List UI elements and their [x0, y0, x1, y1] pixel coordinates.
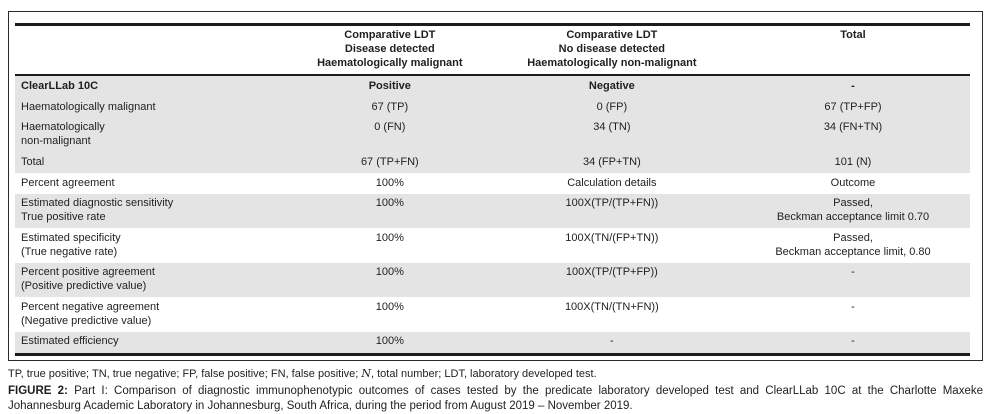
row-label-cell: Haematologically malignant	[21, 100, 156, 113]
table-row-percent-positive-agreement: Percent positive agreement (Positive pre…	[15, 262, 970, 298]
header-row: Comparative LDT Disease detected Haemato…	[15, 24, 970, 77]
positive-cell: 0 (FN)	[374, 121, 406, 134]
outcome-cell: -	[851, 300, 855, 313]
outcome-cell: Passed, Beckman acceptance limit, 0.80	[775, 231, 931, 258]
table-header: Comparative LDT Disease detected Haemato…	[15, 24, 970, 77]
column-header-comparative-ldt-no-disease-detected: Comparative LDT No disease detected Haem…	[487, 24, 736, 77]
diagnostic-outcomes-table: Comparative LDT Disease detected Haemato…	[15, 23, 970, 356]
outcome-cell: -	[851, 335, 855, 348]
row-label-cell: Percent negative agreement (Negative pre…	[21, 300, 160, 327]
row-label-cell: Total	[21, 155, 45, 168]
negative-cell: 34 (TN)	[593, 121, 631, 134]
column-header-comparative-ldt-disease-detected: Comparative LDT Disease detected Haemato…	[291, 24, 488, 77]
table-row-haematologically-non-malignant: Haematologically non-malignant 0 (FN) 34…	[15, 117, 970, 153]
footnote-text-after-n: , total number; LDT, laboratory develope…	[371, 367, 597, 380]
column-header-total: Total	[736, 24, 970, 77]
percent-cell: 100%	[375, 335, 404, 348]
outcome-cell: -	[851, 266, 855, 279]
row-label-cell: Percent positive agreement (Positive pre…	[21, 266, 155, 292]
total-cell: 67 (TP+FP)	[824, 100, 882, 113]
footnote-n-symbol: N	[361, 366, 372, 380]
row-label-cell: Estimated efficiency	[21, 335, 119, 348]
table-row-total: Total 67 (TP+FN) 34 (FP+TN) 101 (N)	[15, 152, 970, 173]
percent-cell: 100%	[375, 231, 404, 244]
abbreviations-footnote: TP, true positive; TN, true negative; FP…	[8, 367, 983, 381]
table-row-estimated-diagnostic-sensitivity: Estimated diagnostic sensitivity True po…	[15, 193, 970, 229]
negative-cell: 0 (FP)	[596, 100, 628, 113]
outcome-cell: Outcome	[830, 176, 876, 189]
percent-cell: 100%	[375, 266, 404, 279]
outcome-cell: Passed, Beckman acceptance limit 0.70	[776, 197, 930, 223]
column-header-blank	[15, 24, 292, 77]
table-row-estimated-specificity: Estimated specificity (True negative rat…	[15, 228, 970, 263]
table-body: ClearLLab 10C Positive Negative - Haemat…	[15, 75, 970, 354]
row-label-cell: Percent agreement	[21, 176, 115, 189]
calculation-details-cell: 100X(TP/(TP+FN))	[565, 197, 659, 210]
row-label-cell: ClearLLab 10C	[21, 79, 99, 92]
calculation-details-cell: Calculation details	[567, 176, 657, 189]
row-label-cell: Estimated diagnostic sensitivity True po…	[21, 197, 174, 223]
row-label-cell: Haematologically non-malignant	[21, 121, 105, 147]
footnote-text-before-n: TP, true positive; TN, true negative; FP…	[8, 367, 362, 380]
positive-cell: Positive	[368, 79, 411, 92]
row-label-cell: Estimated specificity (True negative rat…	[21, 231, 121, 258]
table-row-percent-negative-agreement: Percent negative agreement (Negative pre…	[15, 297, 970, 332]
caption-label: FIGURE 2:	[8, 384, 68, 397]
negative-cell: Negative	[588, 79, 635, 92]
table-container: Comparative LDT Disease detected Haemato…	[8, 11, 983, 361]
calculation-details-cell: -	[610, 335, 614, 348]
total-cell: 101 (N)	[834, 155, 872, 168]
positive-cell: 67 (TP)	[371, 100, 409, 113]
table-row-clearllab-10c: ClearLLab 10C Positive Negative -	[15, 75, 970, 97]
total-cell: -	[851, 79, 855, 92]
table-row-percent-agreement: Percent agreement 100% Calculation detai…	[15, 173, 970, 194]
percent-cell: 100%	[375, 300, 404, 313]
caption-text: Part I: Comparison of diagnostic immunop…	[8, 384, 983, 412]
calculation-details-cell: 100X(TN/(TN+FN))	[564, 300, 659, 313]
negative-cell: 34 (FP+TN)	[582, 155, 641, 168]
table-row-haematologically-malignant: Haematologically malignant 67 (TP) 0 (FP…	[15, 97, 970, 118]
total-cell: 34 (FN+TN)	[823, 121, 883, 134]
table-row-estimated-efficiency: Estimated efficiency 100% - -	[15, 331, 970, 354]
calculation-details-cell: 100X(TP/(TP+FP))	[565, 266, 658, 279]
figure-caption: FIGURE 2: Part I: Comparison of diagnost…	[8, 384, 983, 414]
positive-cell: 67 (TP+FN)	[360, 155, 419, 168]
percent-cell: 100%	[375, 176, 404, 189]
calculation-details-cell: 100X(TN/(FP+TN))	[565, 231, 659, 244]
percent-cell: 100%	[375, 197, 404, 210]
